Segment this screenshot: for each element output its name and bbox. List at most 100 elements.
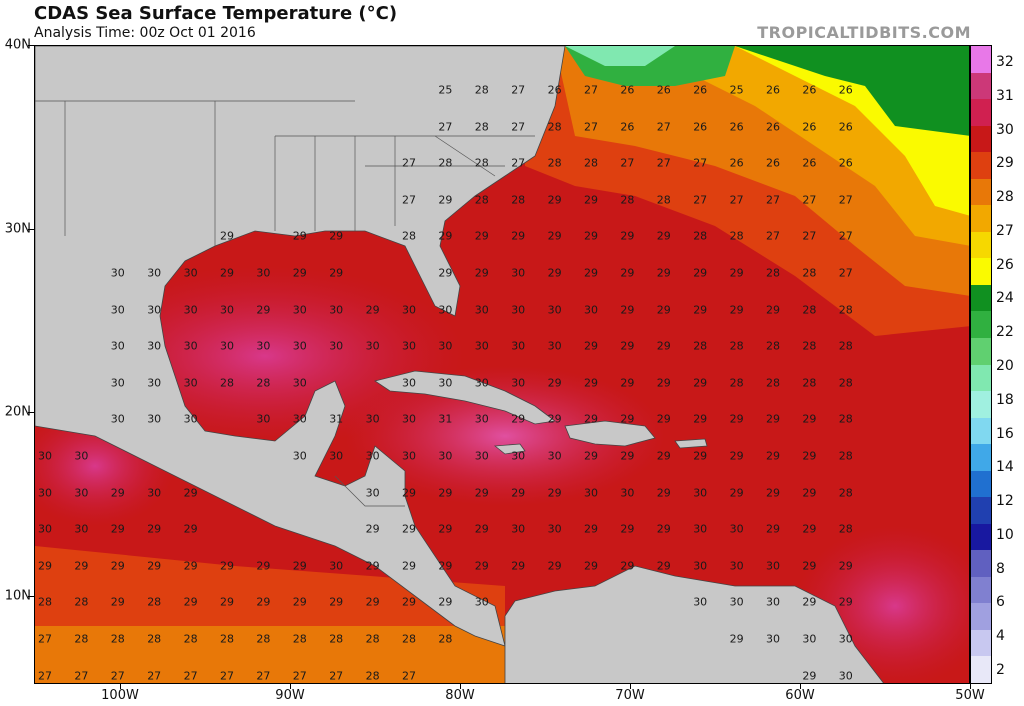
sst-value: 29 <box>438 559 453 573</box>
sst-value: 30 <box>438 339 453 353</box>
sst-value: 29 <box>38 559 52 573</box>
colorbar-segment <box>971 311 991 339</box>
sst-value: 30 <box>74 522 89 536</box>
sst-value: 29 <box>511 559 526 573</box>
sst-value: 29 <box>110 522 125 536</box>
longitude-tick <box>800 684 801 689</box>
colorbar-label: 6 <box>996 594 1005 611</box>
colorbar-segment <box>971 629 991 657</box>
sst-value: 30 <box>110 303 125 317</box>
sst-value: 30 <box>292 339 307 353</box>
sst-value: 26 <box>802 120 817 134</box>
sst-value: 28 <box>110 632 125 646</box>
sst-value: 30 <box>38 522 52 536</box>
sst-value: 29 <box>474 229 489 243</box>
sst-value: 27 <box>838 229 853 243</box>
sst-value: 29 <box>147 559 162 573</box>
land-hispaniola <box>564 420 656 447</box>
longitude-tick <box>460 684 461 689</box>
sst-value: 29 <box>474 486 489 500</box>
sst-value: 27 <box>38 632 52 646</box>
sst-value: 30 <box>365 339 380 353</box>
colorbar-segment <box>971 444 991 472</box>
sst-value: 27 <box>256 669 271 683</box>
sst-value: 30 <box>766 632 780 646</box>
colorbar-segment <box>971 523 991 551</box>
colorbar-label: 20 <box>996 358 1014 374</box>
sst-value: 30 <box>110 339 125 353</box>
sst-value: 29 <box>656 339 671 353</box>
sst-value: 28 <box>838 303 853 317</box>
sst-value: 29 <box>438 522 453 536</box>
colorbar-segment <box>971 656 991 684</box>
sst-value: 29 <box>802 559 817 573</box>
sst-value: 30 <box>402 412 416 426</box>
sst-value: 30 <box>511 376 526 390</box>
sst-value: 28 <box>802 339 817 353</box>
colorbar-segment <box>971 152 991 180</box>
sst-value: 29 <box>656 522 671 536</box>
sst-value: 29 <box>74 559 89 573</box>
sst-value: 27 <box>438 120 453 134</box>
sst-value: 27 <box>729 193 744 207</box>
sst-value: 28 <box>729 376 744 390</box>
sst-value: 30 <box>256 412 271 426</box>
sst-value: 30 <box>183 303 198 317</box>
sst-value: 30 <box>329 303 344 317</box>
longitude-label: 60W <box>785 688 815 703</box>
sst-value: 29 <box>584 412 598 426</box>
sst-value: 29 <box>547 486 562 500</box>
colorbar-segment <box>971 337 991 365</box>
sst-value: 27 <box>656 156 671 170</box>
latitude-label: 30N <box>4 221 31 237</box>
sst-value: 30 <box>402 303 416 317</box>
sst-value: 30 <box>147 412 162 426</box>
sst-value: 28 <box>802 376 817 390</box>
land-south-america <box>504 565 884 683</box>
sst-value: 30 <box>547 449 562 463</box>
colorbar-segment <box>971 72 991 100</box>
sst-value: 28 <box>547 156 562 170</box>
sst-value: 30 <box>292 303 307 317</box>
sst-value: 28 <box>438 156 453 170</box>
sst-value: 29 <box>620 303 635 317</box>
sst-value: 27 <box>511 83 526 97</box>
sst-value: 27 <box>292 669 307 683</box>
sst-value: 28 <box>147 595 162 609</box>
sst-value: 29 <box>656 559 671 573</box>
sst-value: 26 <box>802 83 817 97</box>
sst-value: 29 <box>729 449 744 463</box>
sst-value: 29 <box>802 669 817 683</box>
colorbar-label: 10 <box>996 526 1014 543</box>
sst-value: 29 <box>620 376 635 390</box>
sst-value: 28 <box>766 266 780 280</box>
sst-value: 27 <box>693 156 708 170</box>
sst-value: 29 <box>292 266 307 280</box>
sst-value: 30 <box>802 632 817 646</box>
sst-value: 29 <box>802 595 817 609</box>
sst-value: 29 <box>402 522 416 536</box>
sst-value: 25 <box>729 83 744 97</box>
sst-value: 29 <box>438 266 453 280</box>
sst-value: 29 <box>620 412 635 426</box>
longitude-label: 80W <box>445 688 475 703</box>
sst-value: 26 <box>693 120 708 134</box>
sst-value: 30 <box>292 376 307 390</box>
sst-24-north <box>735 46 969 136</box>
sst-value: 30 <box>474 412 489 426</box>
sst-value: 29 <box>620 559 635 573</box>
sst-value: 30 <box>110 376 125 390</box>
sst-value: 27 <box>402 193 416 207</box>
sst-value: 30 <box>220 303 234 317</box>
sst-value: 31 <box>438 412 453 426</box>
sst-value: 30 <box>438 376 453 390</box>
sst-value: 30 <box>402 339 416 353</box>
sst-value: 29 <box>547 229 562 243</box>
sst-value: 29 <box>693 303 708 317</box>
latitude-tick <box>28 596 34 597</box>
sst-value: 28 <box>402 229 416 243</box>
sst-value: 29 <box>365 595 380 609</box>
sst-value: 28 <box>802 266 817 280</box>
sst-value: 30 <box>729 522 744 536</box>
sst-value: 30 <box>147 303 162 317</box>
